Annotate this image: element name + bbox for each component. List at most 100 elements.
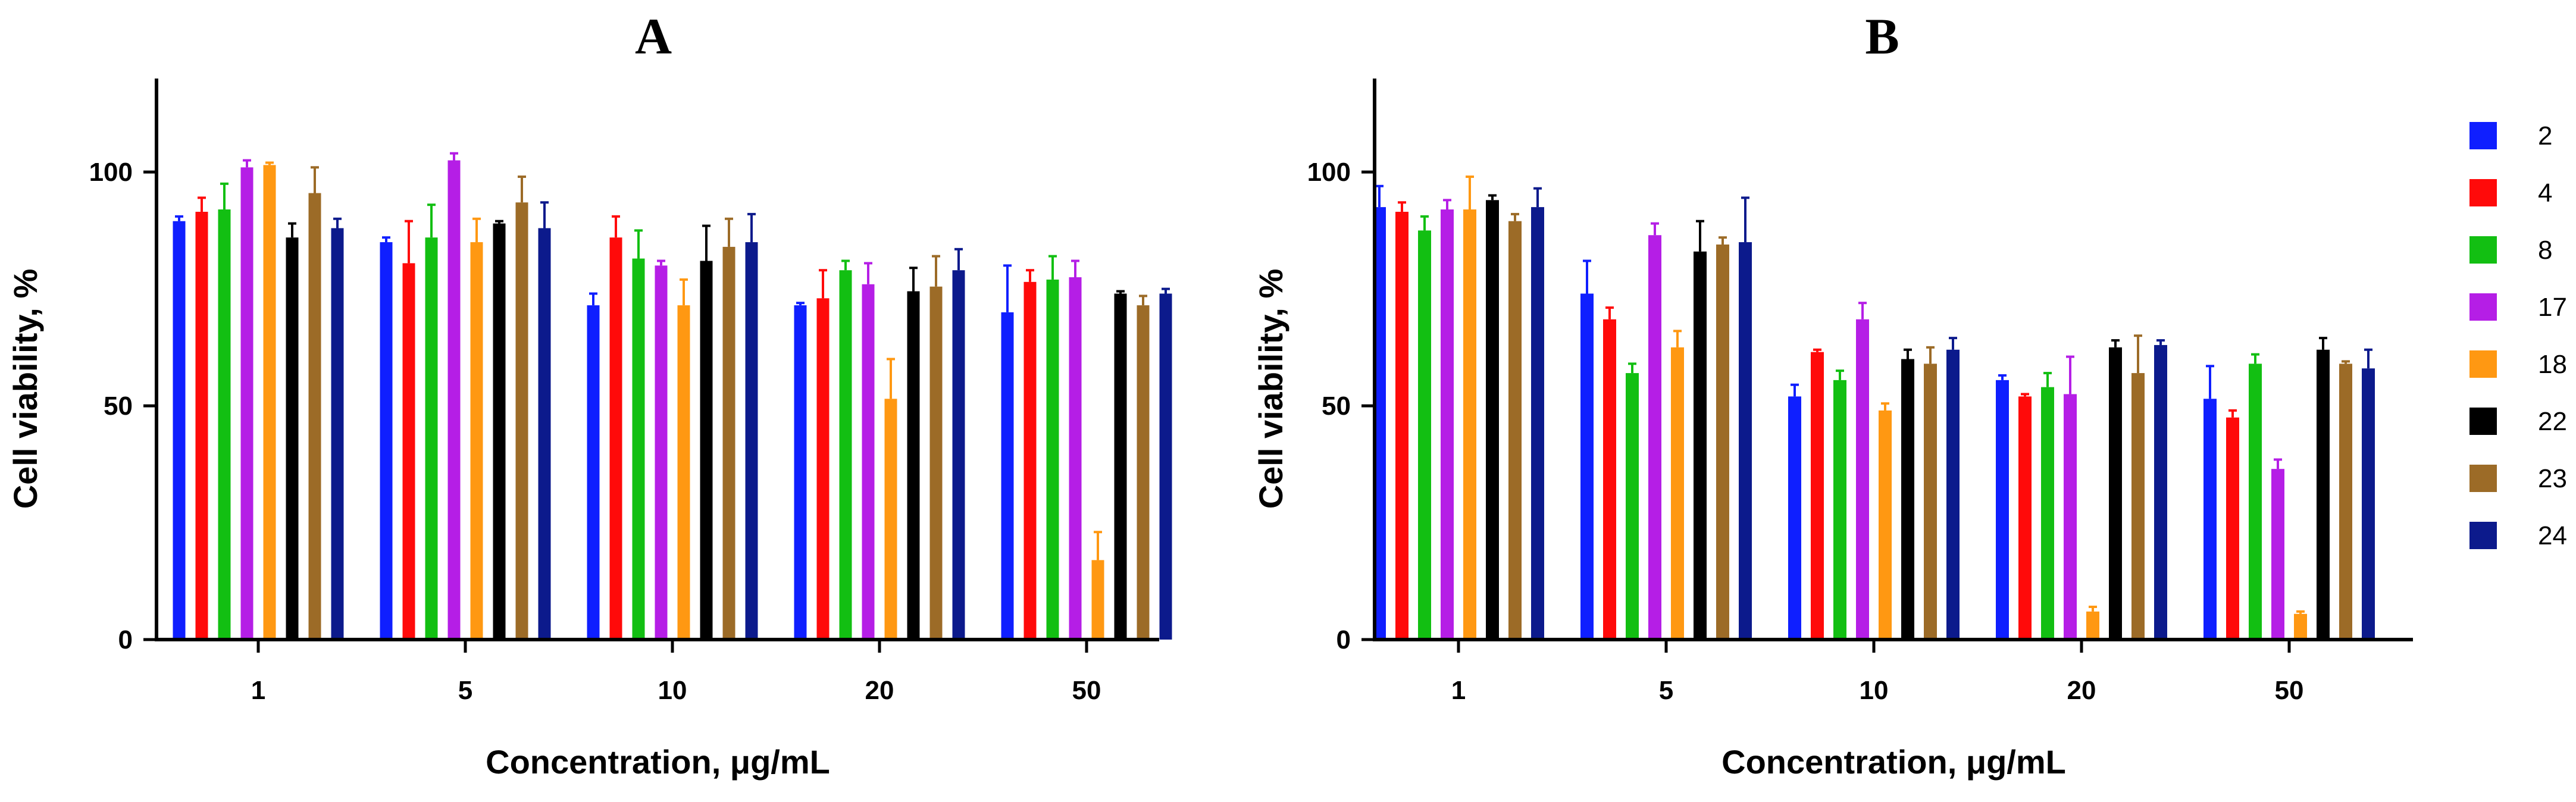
legend-swatch <box>2469 122 2497 149</box>
bar <box>862 284 875 640</box>
legend-label: 18 <box>2538 350 2567 379</box>
bar <box>929 286 943 640</box>
x-tick-label: 1 <box>1451 676 1466 705</box>
bar <box>515 202 528 640</box>
bar <box>745 242 758 640</box>
x-tick-label: 20 <box>865 676 894 705</box>
bar <box>2339 364 2352 640</box>
y-axis-title: Cell viability, % <box>7 269 44 509</box>
bar <box>2317 349 2330 640</box>
bar <box>1046 279 1059 640</box>
bar <box>1069 277 1082 640</box>
bar <box>1996 380 2009 640</box>
bar <box>2041 387 2054 640</box>
bar <box>632 258 645 640</box>
bar <box>402 263 415 640</box>
legend-swatch <box>2469 236 2497 264</box>
bar <box>2086 611 2099 640</box>
bar <box>331 228 344 640</box>
bar <box>655 265 668 640</box>
legend-swatch <box>2469 179 2497 206</box>
bar <box>1001 312 1014 640</box>
bar <box>1441 209 1454 640</box>
bar <box>2109 347 2122 640</box>
bar <box>609 237 622 640</box>
bar <box>884 399 897 640</box>
panel-title: B <box>1865 8 1899 65</box>
bar <box>1856 319 1869 640</box>
bar <box>1137 305 1150 640</box>
panel-b: B 0 50 100 1 5 10 20 50 Concentration, μg/mL Cell … <box>1252 8 2413 781</box>
bar <box>1901 359 1914 640</box>
legend-swatch <box>2469 293 2497 321</box>
bar <box>308 193 321 640</box>
bar <box>1580 293 1594 640</box>
bar <box>907 291 920 640</box>
bar <box>1924 364 1937 640</box>
panel-a: A 0 50 100 1 5 10 20 50 Concentration, μg/mL Cell … <box>7 8 1172 781</box>
bar <box>2203 399 2217 640</box>
legend-label: 24 <box>2538 521 2567 550</box>
bar <box>1671 347 1684 640</box>
legend-swatch <box>2469 522 2497 549</box>
bar <box>722 246 735 640</box>
x-tick-label: 50 <box>2275 676 2304 705</box>
y-tick-label: 100 <box>1307 158 1351 187</box>
x-tick-label: 5 <box>1659 676 1673 705</box>
bar <box>380 242 393 640</box>
bar <box>1463 209 1476 640</box>
bar <box>1486 200 1499 640</box>
bar <box>195 211 208 640</box>
bar <box>447 160 461 640</box>
legend-label: 23 <box>2538 464 2567 493</box>
bar <box>1418 230 1431 640</box>
x-tick-label: 5 <box>458 676 472 705</box>
bar <box>1946 349 1960 640</box>
bar <box>173 221 186 640</box>
bar <box>2018 396 2032 640</box>
panel-title: A <box>635 8 672 65</box>
legend-label: 4 <box>2538 178 2552 208</box>
x-tick-label: 1 <box>251 676 265 705</box>
x-tick-label: 20 <box>2067 676 2096 705</box>
legend-label: 2 <box>2538 121 2552 151</box>
bar <box>2226 417 2239 640</box>
y-tick-label: 0 <box>118 625 133 654</box>
y-tick-label: 50 <box>104 391 133 421</box>
bar <box>1531 207 1544 640</box>
y-tick-label: 50 <box>1322 391 1351 421</box>
bar <box>218 209 231 640</box>
x-tick-label: 10 <box>658 676 687 705</box>
bar <box>1648 235 1661 640</box>
bar <box>1603 319 1616 640</box>
bar <box>1626 373 1639 640</box>
x-tick-label: 50 <box>1072 676 1101 705</box>
bar <box>2154 344 2167 640</box>
x-axis-title: Concentration, μg/mL <box>1721 743 2066 781</box>
bar <box>2064 394 2077 640</box>
bar <box>2249 364 2262 640</box>
bar <box>1716 244 1729 640</box>
bar <box>700 261 713 640</box>
bar <box>2271 469 2284 640</box>
bar <box>493 223 506 640</box>
bar <box>1833 380 1846 640</box>
bar <box>952 270 965 640</box>
legend-swatch <box>2469 408 2497 435</box>
bar <box>794 305 807 640</box>
bar <box>470 242 483 640</box>
legend-label: 22 <box>2538 407 2567 436</box>
y-tick-label: 100 <box>89 158 133 187</box>
legend-label: 17 <box>2538 293 2567 322</box>
bar <box>1879 410 1892 640</box>
bar <box>587 305 600 640</box>
bar <box>1159 293 1172 640</box>
bar <box>1694 251 1707 640</box>
bar <box>1811 352 1824 640</box>
bar <box>1395 211 1408 640</box>
y-axis-title: Cell viability, % <box>1252 269 1289 509</box>
bar <box>2362 368 2375 640</box>
bar <box>677 305 690 640</box>
